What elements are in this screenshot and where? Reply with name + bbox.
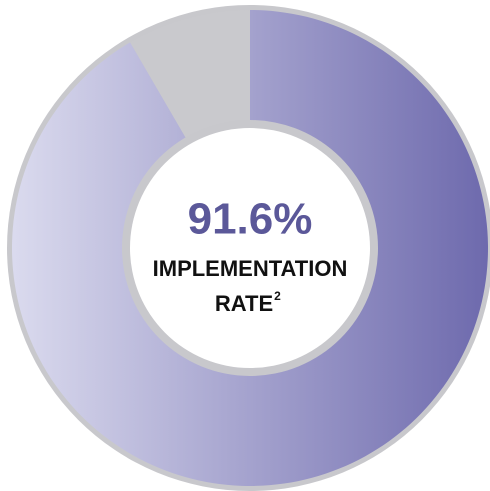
donut-segment: [130, 10, 250, 141]
center-hole: [130, 128, 370, 368]
donut-segment: [11, 10, 489, 486]
center-value: 91.6%: [188, 195, 313, 244]
center-label: RATE: [215, 291, 273, 316]
segments: [11, 10, 489, 486]
footnote-marker: 2: [274, 289, 281, 303]
center-label: IMPLEMENTATION: [153, 256, 348, 281]
